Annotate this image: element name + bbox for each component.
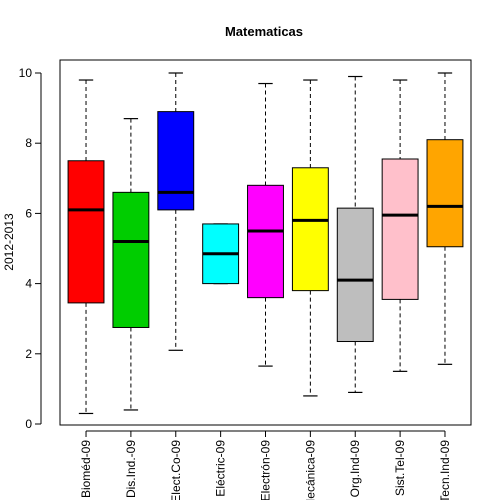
- y-axis-label: 2012-2013: [2, 213, 16, 271]
- x-tick-label: Eléctric-09: [214, 440, 228, 497]
- box-4: [247, 82, 284, 367]
- iqr-box: [291, 167, 329, 292]
- y-tick-label: 2: [25, 347, 32, 361]
- iqr-box: [67, 160, 105, 304]
- x-tick-label: Org.Ind-09: [348, 440, 362, 498]
- y-tick-label: 8: [25, 136, 32, 150]
- iqr-box: [247, 184, 284, 299]
- x-tick-label: Tecn.Ind-09: [438, 440, 452, 500]
- x-tick-label: Elect.Co-09: [169, 440, 183, 500]
- chart-title: Matematicas: [225, 24, 303, 39]
- iqr-box: [426, 139, 464, 248]
- x-tick-label: Sist.Tel-09: [393, 440, 407, 496]
- iqr-box: [381, 158, 419, 300]
- x-axis: Bioméd-09 Dis.Ind.-09 Elect.Co-09 Eléctric-…: [79, 430, 452, 500]
- y-tick-label: 4: [25, 277, 32, 291]
- y-axis: 0 2 4 6 8 10: [19, 66, 42, 431]
- plot-frame: [59, 59, 472, 426]
- box-1: [112, 118, 150, 411]
- box-8: [426, 72, 464, 365]
- box-0: [67, 79, 105, 415]
- box-2: [157, 72, 195, 351]
- x-tick-label: Electrón-09: [259, 440, 273, 500]
- x-tick-label: Bioméd-09: [79, 440, 93, 498]
- y-tick-label: 0: [25, 417, 32, 431]
- x-tick-label: Dis.Ind.-09: [124, 440, 138, 498]
- iqr-box: [157, 111, 195, 211]
- iqr-box: [112, 191, 150, 328]
- box-6: [336, 75, 374, 394]
- box-3: [202, 223, 240, 285]
- box-7: [381, 79, 419, 372]
- x-tick-label: Mecánica-09: [303, 440, 317, 500]
- box-5: [291, 79, 329, 397]
- boxes-group: [67, 72, 464, 415]
- y-tick-label: 10: [19, 66, 33, 80]
- y-tick-label: 6: [25, 206, 32, 220]
- iqr-box: [336, 207, 374, 343]
